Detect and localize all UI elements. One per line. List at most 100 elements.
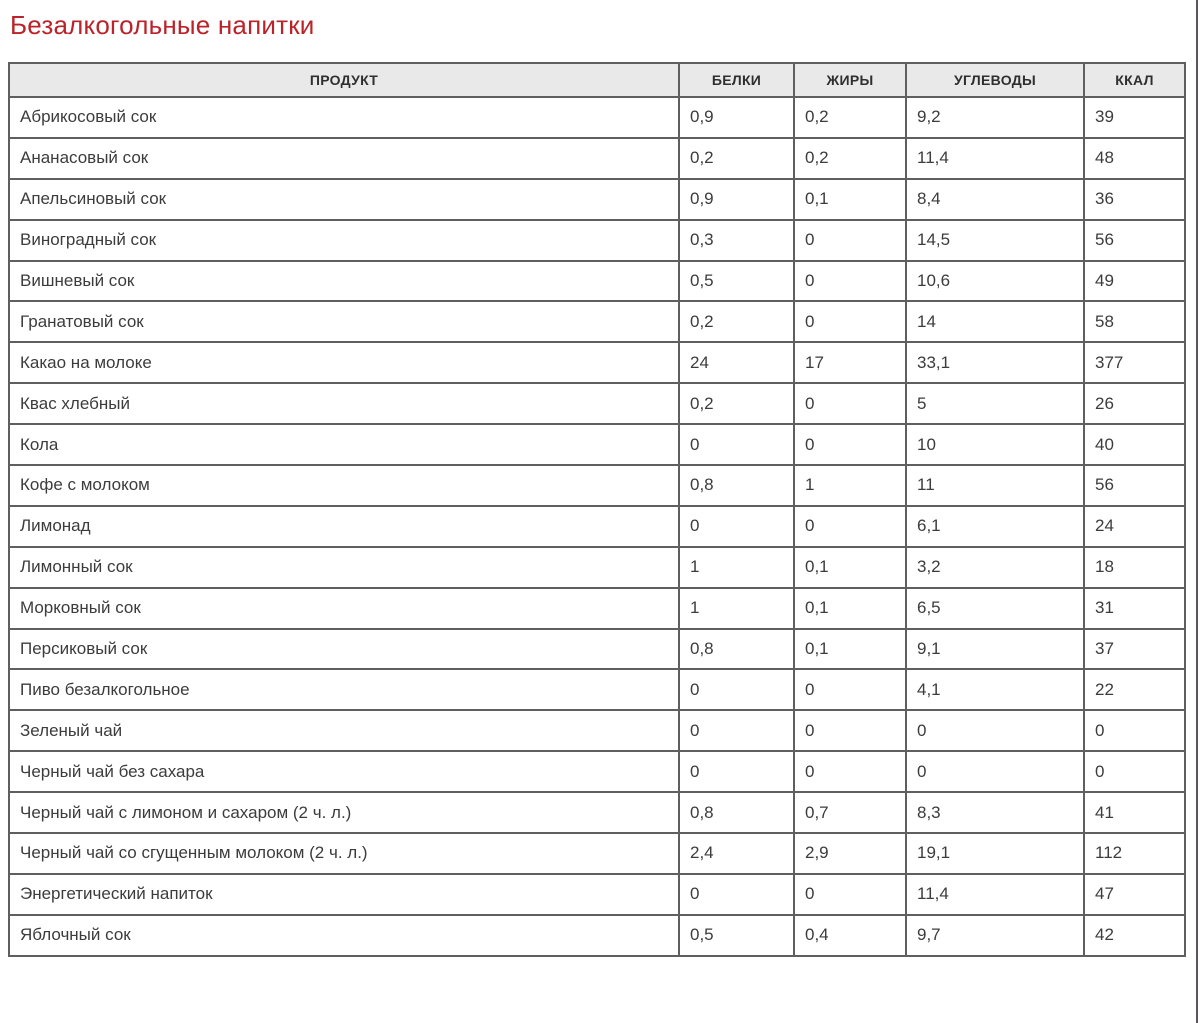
header-kcal: ККАЛ xyxy=(1083,62,1186,98)
cell-product: Виноградный сок xyxy=(8,218,680,262)
cell-kcal: 39 xyxy=(1083,96,1186,139)
cell-fats: 0,4 xyxy=(793,913,907,957)
cell-proteins: 0,2 xyxy=(678,136,795,180)
cell-kcal: 0 xyxy=(1083,750,1186,794)
cell-kcal: 26 xyxy=(1083,382,1186,426)
table-row: Морковный сок 1 0,1 6,5 31 xyxy=(8,586,1186,630)
cell-proteins: 0,5 xyxy=(678,913,795,957)
table-row: Гранатовый сок 0,2 0 14 58 xyxy=(8,300,1186,344)
table-row: Кола 0 0 10 40 xyxy=(8,423,1186,467)
cell-kcal: 49 xyxy=(1083,259,1186,303)
cell-kcal: 22 xyxy=(1083,668,1186,712)
cell-kcal: 0 xyxy=(1083,709,1186,753)
cell-proteins: 0 xyxy=(678,709,795,753)
cell-product: Лимонный сок xyxy=(8,545,680,589)
cell-carbs: 10 xyxy=(905,423,1085,467)
table-row: Пиво безалкогольное 0 0 4,1 22 xyxy=(8,668,1186,712)
cell-carbs: 0 xyxy=(905,709,1085,753)
cell-carbs: 8,3 xyxy=(905,791,1085,835)
cell-product: Зеленый чай xyxy=(8,709,680,753)
cell-proteins: 24 xyxy=(678,341,795,385)
cell-fats: 0 xyxy=(793,218,907,262)
cell-product: Ананасовый сок xyxy=(8,136,680,180)
cell-proteins: 1 xyxy=(678,545,795,589)
cell-proteins: 0,9 xyxy=(678,96,795,139)
table-row: Яблочный сок 0,5 0,4 9,7 42 xyxy=(8,913,1186,957)
header-proteins: БЕЛКИ xyxy=(678,62,795,98)
cell-carbs: 6,5 xyxy=(905,586,1085,630)
cell-carbs: 19,1 xyxy=(905,832,1085,875)
cell-proteins: 0,9 xyxy=(678,177,795,221)
cell-proteins: 2,4 xyxy=(678,832,795,875)
table-row: Вишневый сок 0,5 0 10,6 49 xyxy=(8,259,1186,303)
cell-proteins: 0,8 xyxy=(678,627,795,671)
cell-kcal: 48 xyxy=(1083,136,1186,180)
cell-fats: 0,1 xyxy=(793,545,907,589)
cell-product: Какао на молоке xyxy=(8,341,680,385)
cell-kcal: 36 xyxy=(1083,177,1186,221)
cell-fats: 0 xyxy=(793,423,907,467)
cell-carbs: 11,4 xyxy=(905,872,1085,916)
cell-product: Гранатовый сок xyxy=(8,300,680,344)
cell-kcal: 18 xyxy=(1083,545,1186,589)
table-row: Энергетический напиток 0 0 11,4 47 xyxy=(8,872,1186,916)
cell-fats: 0 xyxy=(793,668,907,712)
cell-product: Апельсиновый сок xyxy=(8,177,680,221)
cell-carbs: 11,4 xyxy=(905,136,1085,180)
cell-product: Яблочный сок xyxy=(8,913,680,957)
table-row: Кофе с молоком 0,8 1 11 56 xyxy=(8,464,1186,507)
cell-carbs: 9,7 xyxy=(905,913,1085,957)
page-title: Безалкогольные напитки xyxy=(10,10,315,40)
cell-product: Энергетический напиток xyxy=(8,872,680,916)
cell-fats: 0 xyxy=(793,300,907,344)
cell-product: Пиво безалкогольное xyxy=(8,668,680,712)
table-row: Черный чай со сгущенным молоком (2 ч. л.… xyxy=(8,832,1186,875)
cell-fats: 0 xyxy=(793,709,907,753)
cell-fats: 0 xyxy=(793,750,907,794)
table-row: Лимонный сок 1 0,1 3,2 18 xyxy=(8,545,1186,589)
cell-product: Лимонад xyxy=(8,504,680,548)
cell-proteins: 0,5 xyxy=(678,259,795,303)
nutrition-table: ПРОДУКТ БЕЛКИ ЖИРЫ УГЛЕВОДЫ ККАЛ Абрикос… xyxy=(8,62,1186,957)
table-row: Виноградный сок 0,3 0 14,5 56 xyxy=(8,218,1186,262)
cell-fats: 1 xyxy=(793,464,907,507)
cell-kcal: 40 xyxy=(1083,423,1186,467)
cell-product: Морковный сок xyxy=(8,586,680,630)
table-row: Зеленый чай 0 0 0 0 xyxy=(8,709,1186,753)
cell-fats: 0,1 xyxy=(793,586,907,630)
page-right-edge-line xyxy=(1196,0,1198,1023)
table-row: Черный чай с лимоном и сахаром (2 ч. л.)… xyxy=(8,791,1186,835)
table-row: Какао на молоке 24 17 33,1 377 xyxy=(8,341,1186,385)
cell-kcal: 31 xyxy=(1083,586,1186,630)
cell-fats: 17 xyxy=(793,341,907,385)
cell-product: Черный чай без сахара xyxy=(8,750,680,794)
table-row: Апельсиновый сок 0,9 0,1 8,4 36 xyxy=(8,177,1186,221)
cell-proteins: 0 xyxy=(678,750,795,794)
cell-carbs: 10,6 xyxy=(905,259,1085,303)
cell-product: Абрикосовый сок xyxy=(8,96,680,139)
table-header-row: ПРОДУКТ БЕЛКИ ЖИРЫ УГЛЕВОДЫ ККАЛ xyxy=(8,62,1186,98)
cell-carbs: 9,1 xyxy=(905,627,1085,671)
cell-carbs: 8,4 xyxy=(905,177,1085,221)
cell-fats: 0,1 xyxy=(793,177,907,221)
cell-proteins: 1 xyxy=(678,586,795,630)
cell-product: Кофе с молоком xyxy=(8,464,680,507)
table-row: Черный чай без сахара 0 0 0 0 xyxy=(8,750,1186,794)
cell-kcal: 41 xyxy=(1083,791,1186,835)
cell-kcal: 58 xyxy=(1083,300,1186,344)
table-row: Персиковый сок 0,8 0,1 9,1 37 xyxy=(8,627,1186,671)
cell-product: Квас хлебный xyxy=(8,382,680,426)
cell-proteins: 0 xyxy=(678,423,795,467)
cell-fats: 0 xyxy=(793,259,907,303)
cell-kcal: 56 xyxy=(1083,464,1186,507)
cell-product: Кола xyxy=(8,423,680,467)
cell-kcal: 47 xyxy=(1083,872,1186,916)
cell-carbs: 11 xyxy=(905,464,1085,507)
header-product: ПРОДУКТ xyxy=(8,62,680,98)
cell-carbs: 4,1 xyxy=(905,668,1085,712)
cell-kcal: 56 xyxy=(1083,218,1186,262)
cell-proteins: 0 xyxy=(678,668,795,712)
cell-carbs: 14,5 xyxy=(905,218,1085,262)
table-row: Абрикосовый сок 0,9 0,2 9,2 39 xyxy=(8,96,1186,139)
cell-proteins: 0,2 xyxy=(678,300,795,344)
